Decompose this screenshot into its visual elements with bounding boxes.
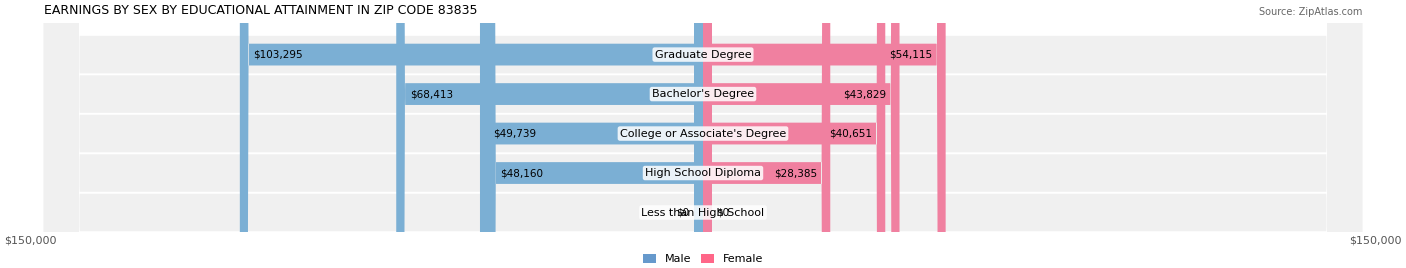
Text: Bachelor's Degree: Bachelor's Degree: [652, 89, 754, 99]
FancyBboxPatch shape: [703, 0, 900, 268]
FancyBboxPatch shape: [703, 0, 946, 268]
Legend: Male, Female: Male, Female: [643, 254, 763, 264]
Text: Less than High School: Less than High School: [641, 207, 765, 218]
FancyBboxPatch shape: [44, 0, 1362, 268]
Text: Source: ZipAtlas.com: Source: ZipAtlas.com: [1258, 7, 1362, 17]
Text: $68,413: $68,413: [409, 89, 453, 99]
FancyBboxPatch shape: [44, 0, 1362, 268]
FancyBboxPatch shape: [396, 0, 703, 268]
Text: $54,115: $54,115: [889, 50, 932, 59]
Text: $40,651: $40,651: [828, 129, 872, 139]
Text: $48,160: $48,160: [501, 168, 544, 178]
Text: College or Associate's Degree: College or Associate's Degree: [620, 129, 786, 139]
FancyBboxPatch shape: [44, 0, 1362, 268]
Text: EARNINGS BY SEX BY EDUCATIONAL ATTAINMENT IN ZIP CODE 83835: EARNINGS BY SEX BY EDUCATIONAL ATTAINMEN…: [44, 4, 478, 17]
FancyBboxPatch shape: [479, 0, 703, 268]
FancyBboxPatch shape: [703, 0, 886, 268]
Text: $0: $0: [717, 207, 730, 218]
Text: Graduate Degree: Graduate Degree: [655, 50, 751, 59]
FancyBboxPatch shape: [240, 0, 703, 268]
FancyBboxPatch shape: [703, 0, 831, 268]
Text: $103,295: $103,295: [253, 50, 302, 59]
FancyBboxPatch shape: [44, 0, 1362, 268]
Text: $0: $0: [676, 207, 689, 218]
Text: $49,739: $49,739: [494, 129, 537, 139]
FancyBboxPatch shape: [44, 0, 1362, 268]
FancyBboxPatch shape: [703, 0, 711, 268]
FancyBboxPatch shape: [695, 0, 703, 268]
Text: High School Diploma: High School Diploma: [645, 168, 761, 178]
FancyBboxPatch shape: [486, 0, 703, 268]
Text: $28,385: $28,385: [773, 168, 817, 178]
Text: $43,829: $43,829: [844, 89, 886, 99]
